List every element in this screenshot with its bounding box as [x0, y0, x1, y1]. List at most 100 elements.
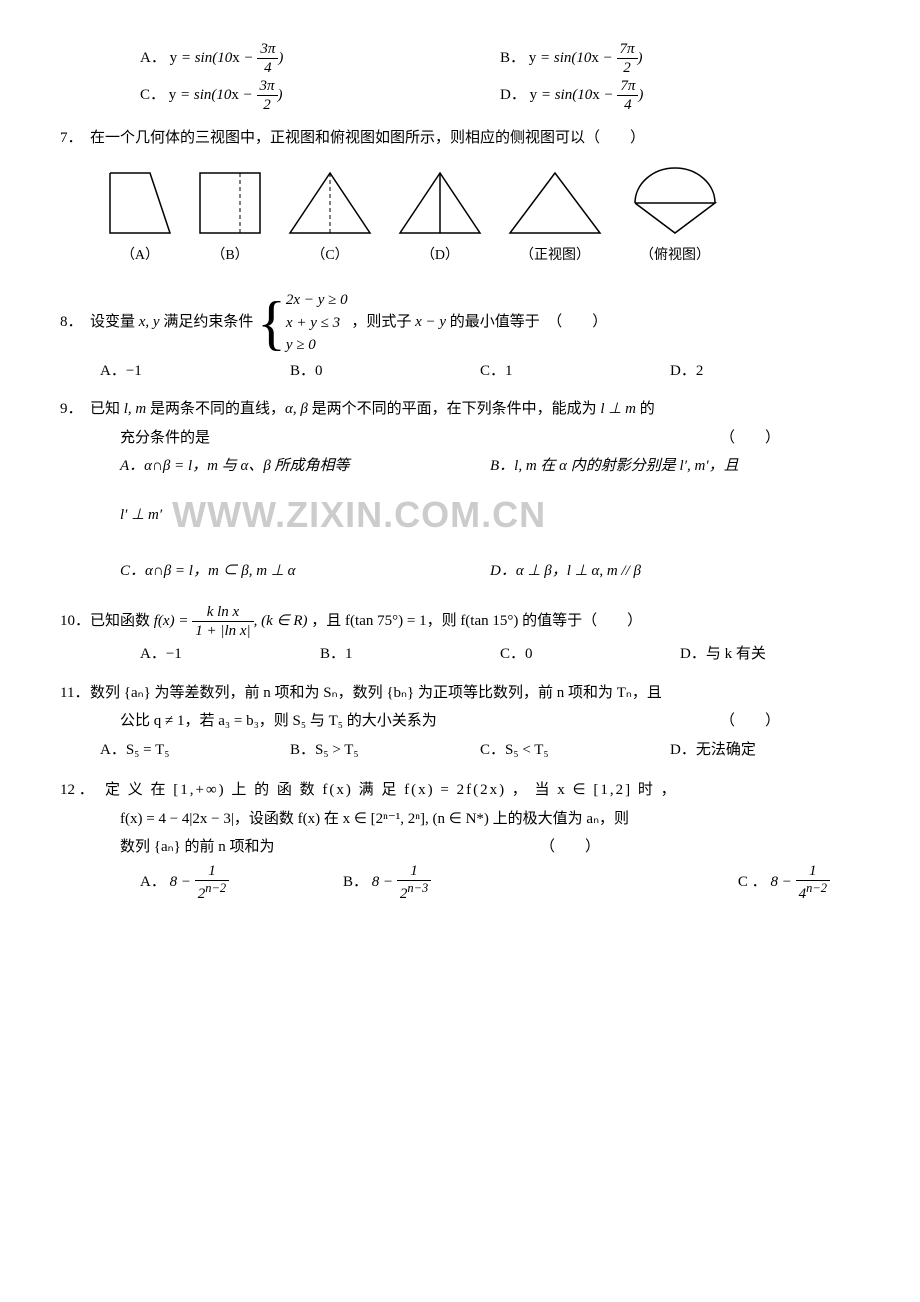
expr: x − y [411, 314, 449, 330]
q9-ab: A．α∩β = l，m 与 α、β 所成角相等 B．l, m 在 α 内的射影分… [120, 452, 860, 481]
t: 数列 {aₙ} 的前 n 项和为 [120, 833, 275, 862]
t: 充分条件的是 [120, 424, 210, 453]
shape-c-icon [280, 163, 380, 243]
q12-num: 12 ． [60, 776, 105, 805]
fig-d: （D） [390, 163, 490, 270]
opt-c: C．S₅ < T₅ [480, 736, 670, 765]
shape-a-icon [100, 163, 180, 243]
q12-text1: 定 义 在 [1,+∞) 上 的 函 数 f(x) 满 足 f(x) = 2f(… [105, 776, 860, 805]
label: A． [140, 874, 166, 890]
func: f(x) = k ln x1 + |ln x|, (k ∈ R) [154, 613, 308, 629]
label: （C） [280, 243, 380, 270]
q11-num: 11． [60, 679, 90, 708]
opt-a: A．−1 [100, 357, 290, 386]
q12-line3: 数列 {aₙ} 的前 n 项和为 （ ） [120, 833, 860, 862]
expr: 8 − 12n−2 [170, 874, 230, 890]
shape-b-icon [190, 163, 270, 243]
label: D． [500, 87, 526, 103]
opt-a: A． 8 − 12n−2 [140, 862, 343, 903]
q9-line2: 充分条件的是 （ ） [120, 424, 860, 453]
opt-c: C．1 [480, 357, 670, 386]
opt-a: A．S₅ = T₅ [100, 736, 290, 765]
q6-options: A． y = sin(10x − 3π4) B． y = sin(10x − 7… [60, 40, 860, 114]
shape-d-icon [390, 163, 490, 243]
t: 的 [640, 401, 655, 417]
q9-b2-wm: l′ ⊥ m′ WWW.ZIXIN.COM.CN [120, 481, 860, 549]
q12-line2: f(x) = 4 − 4|2x − 3|，设函数 f(x) 在 x ∈ [2ⁿ⁻… [120, 805, 860, 834]
expr: 8 − 14n−2 [770, 874, 830, 890]
lm: l, m [120, 401, 150, 417]
opt-d: D．与 k 有关 [680, 640, 860, 669]
opt-c: C ． 8 − 14n−2 [546, 862, 860, 903]
t: 的最小值等于 （ ） [450, 314, 608, 330]
t: ，则式子 [351, 314, 411, 330]
t: 已知函数 [90, 613, 154, 629]
opt-d: D．2 [670, 357, 860, 386]
q7-figures: （A） （B） （C） （D） （正视图） （俯视图） [100, 163, 820, 270]
q9-num: 9． [60, 395, 90, 424]
expr: y = sin(10x − 7π4) [530, 87, 644, 103]
expr: y = sin(10x − 3π2) [169, 87, 283, 103]
label: （D） [390, 243, 490, 270]
q9-cd: C．α∩β = l，m ⊂ β, m ⊥ α D．α ⊥ β，l ⊥ α, m … [120, 557, 860, 586]
q12-options: A． 8 − 12n−2 B． 8 − 12n−3 C ． 8 − 14n−2 [140, 862, 860, 903]
expr: y = sin(10x − 7π2) [529, 50, 643, 66]
label: C． [140, 87, 165, 103]
label: B． [343, 874, 368, 890]
q11-text1: 数列 {aₙ} 为等差数列，前 n 项和为 Sₙ，数列 {bₙ} 为正项等比数列… [90, 679, 860, 708]
label: （俯视图） [620, 243, 730, 270]
c2: x + y ≤ 3 [286, 315, 340, 331]
fig-c: （C） [280, 163, 380, 270]
top-view-icon [620, 163, 730, 243]
t: 是两条不同的直线， [150, 401, 285, 417]
blank: （ ） [720, 424, 780, 453]
label: （正视图） [500, 243, 610, 270]
c1: 2x − y ≥ 0 [286, 292, 348, 308]
q8-text: 设变量 x, y 满足约束条件 { 2x − y ≥ 0 x + y ≤ 3 y… [90, 289, 860, 357]
t: 已知 [90, 401, 120, 417]
t: 满足约束条件 [163, 314, 253, 330]
opt-d: D．无法确定 [670, 736, 860, 765]
opt-b: B．0 [290, 357, 480, 386]
opt-d: D．α ⊥ β，l ⊥ α, m // β [490, 557, 860, 586]
fig-b: （B） [190, 163, 270, 270]
opt-b: B．1 [320, 640, 500, 669]
fig-a: （A） [100, 163, 180, 270]
expr: 8 − 12n−3 [372, 874, 432, 890]
opt-b: B．S₅ > T₅ [290, 736, 480, 765]
label: （A） [100, 243, 180, 270]
t: 公比 q ≠ 1，若 a₃ = b₃，则 S₅ 与 T₅ 的大小关系为 [120, 707, 437, 736]
label: A． [140, 50, 166, 66]
q6-opt-c: C． y = sin(10x − 3π2) [140, 77, 500, 114]
q6-opt-d: D． y = sin(10x − 7π4) [500, 77, 860, 114]
opt-b1: B．l, m 在 α 内的射影分别是 l′, m′，且 [490, 452, 860, 481]
opt-a: A．α∩β = l，m 与 α、β 所成角相等 [120, 452, 490, 481]
q11-options: A．S₅ = T₅ B．S₅ > T₅ C．S₅ < T₅ D．无法确定 [100, 736, 860, 765]
watermark: WWW.ZIXIN.COM.CN [172, 481, 546, 549]
q7-num: 7． [60, 124, 90, 153]
label: （B） [190, 243, 270, 270]
label: B． [500, 50, 525, 66]
t: 是两个不同的平面，在下列条件中，能成为 [308, 401, 597, 417]
q7-text: 在一个几何体的三视图中，正视图和俯视图如图所示，则相应的侧视图可以（ ） [90, 124, 860, 153]
q9-text: 已知 l, m 是两条不同的直线，α, β 是两个不同的平面，在下列条件中，能成… [90, 395, 860, 424]
q8-num: 8． [60, 308, 90, 337]
opt-a: A．−1 [140, 640, 320, 669]
blank: （ ） [540, 833, 600, 862]
opt-c: C．α∩β = l，m ⊂ β, m ⊥ α [120, 557, 490, 586]
blank: （ ） [720, 707, 780, 736]
q8-options: A．−1 B．0 C．1 D．2 [100, 357, 860, 386]
q10-num: 10． [60, 607, 90, 636]
ab: α, β [285, 401, 308, 417]
label: C ． [738, 874, 767, 890]
q6-opt-b: B． y = sin(10x − 7π2) [500, 40, 860, 77]
q6-opt-a: A． y = sin(10x − 3π4) [140, 40, 500, 77]
opt-b2: l′ ⊥ m′ [120, 501, 162, 530]
c3: y ≥ 0 [286, 337, 316, 353]
t: ，且 f(tan 75°) = 1，则 f(tan 15°) 的值等于（ ） [311, 613, 642, 629]
expr: y = sin(10x − 3π4) [170, 50, 284, 66]
opt-c: C．0 [500, 640, 680, 669]
q9: 9． 已知 l, m 是两条不同的直线，α, β 是两个不同的平面，在下列条件中… [60, 395, 860, 424]
q7: 7． 在一个几何体的三视图中，正视图和俯视图如图所示，则相应的侧视图可以（ ） [60, 124, 860, 153]
q11: 11． 数列 {aₙ} 为等差数列，前 n 项和为 Sₙ，数列 {bₙ} 为正项… [60, 679, 860, 708]
